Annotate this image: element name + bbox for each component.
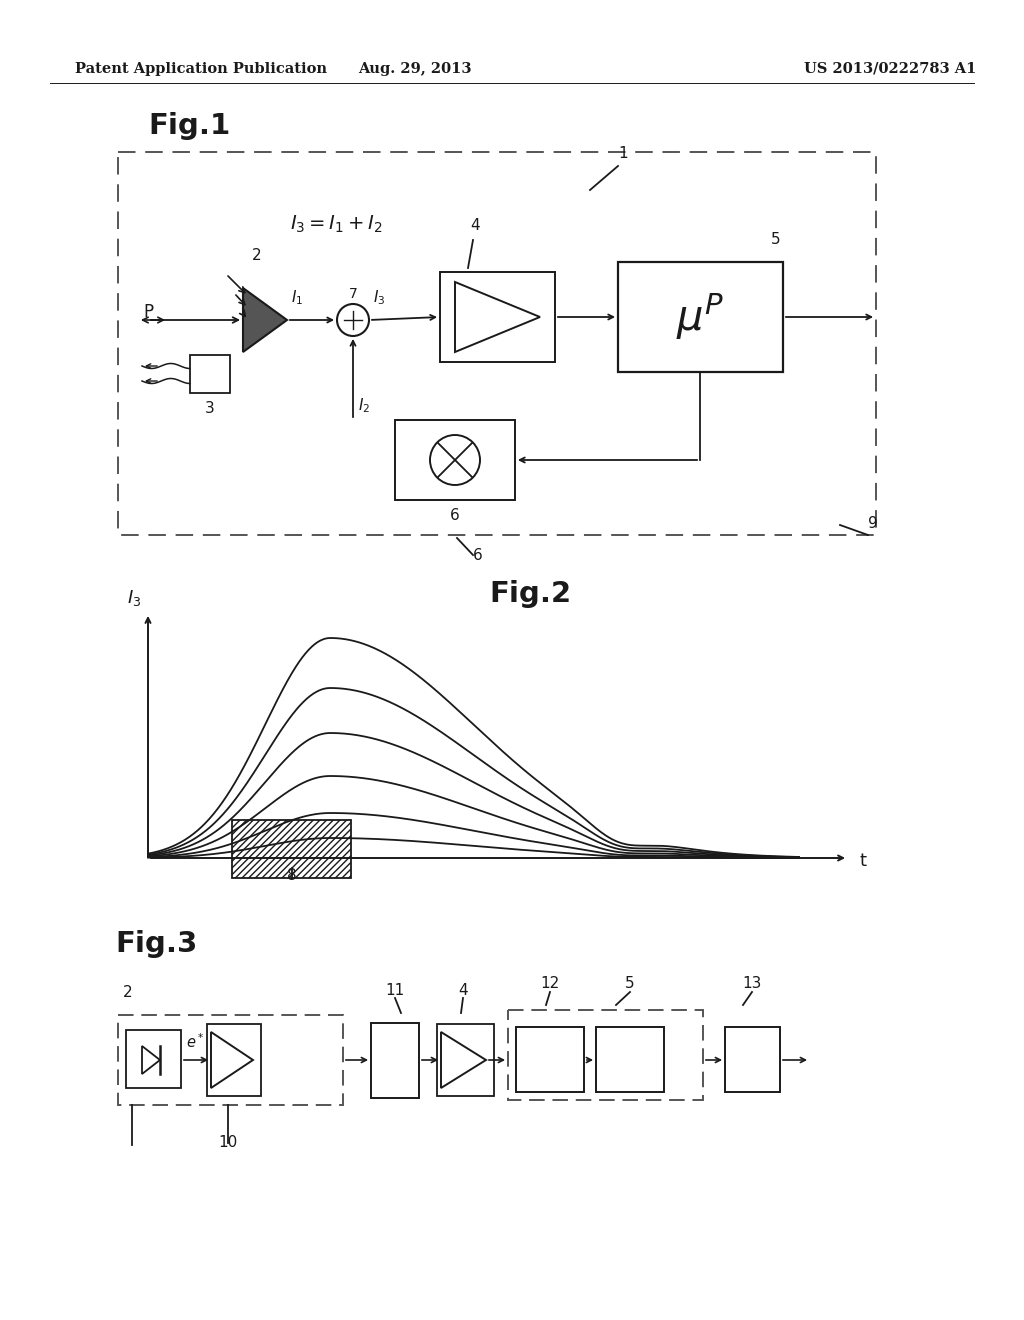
Text: $e^*$: $e^*$	[186, 1032, 205, 1051]
Bar	[725, 1027, 780, 1092]
Bar	[440, 272, 555, 362]
Text: 7: 7	[348, 286, 357, 301]
Text: $I_1$: $I_1$	[291, 288, 303, 306]
Text: 8: 8	[287, 869, 296, 883]
Text: Fig.1: Fig.1	[148, 112, 230, 140]
Text: 2: 2	[252, 248, 262, 263]
Bar	[437, 1024, 494, 1096]
Bar	[232, 820, 351, 878]
Text: 1: 1	[618, 147, 628, 161]
Bar	[395, 420, 515, 500]
Bar	[371, 1023, 419, 1098]
Bar	[508, 1010, 703, 1100]
Text: Fig.2: Fig.2	[488, 579, 571, 609]
Text: 10: 10	[218, 1135, 238, 1150]
Bar	[118, 152, 876, 535]
Text: US 2013/0222783 A1: US 2013/0222783 A1	[804, 62, 976, 77]
Text: 11: 11	[385, 983, 404, 998]
Text: Patent Application Publication: Patent Application Publication	[75, 62, 327, 77]
Bar	[207, 1024, 261, 1096]
Text: 6: 6	[451, 508, 460, 523]
Text: 12: 12	[541, 975, 560, 991]
Bar	[190, 355, 230, 393]
Text: 4: 4	[458, 983, 468, 998]
Bar	[118, 1015, 343, 1105]
Text: $I_3 = I_1 + I_2$: $I_3 = I_1 + I_2$	[290, 214, 383, 235]
Text: 5: 5	[626, 975, 635, 991]
Text: 6: 6	[473, 548, 482, 564]
Polygon shape	[243, 288, 287, 352]
Text: P: P	[143, 304, 153, 321]
Text: $\mu^P$: $\mu^P$	[676, 292, 724, 342]
Text: 2: 2	[123, 985, 133, 1001]
Bar	[126, 1030, 181, 1088]
Text: 9: 9	[868, 516, 878, 531]
Text: $I_2$: $I_2$	[358, 396, 370, 414]
Text: $I_3$: $I_3$	[127, 587, 141, 609]
Text: 13: 13	[742, 975, 762, 991]
Bar	[596, 1027, 664, 1092]
Text: t: t	[860, 851, 867, 870]
Text: $I_3$: $I_3$	[373, 288, 385, 306]
Text: Fig.3: Fig.3	[115, 931, 198, 958]
Bar	[618, 261, 783, 372]
Text: Aug. 29, 2013: Aug. 29, 2013	[358, 62, 472, 77]
Text: 4: 4	[470, 218, 479, 234]
Text: 5: 5	[771, 232, 780, 247]
Bar	[516, 1027, 584, 1092]
Text: 3: 3	[205, 401, 215, 416]
